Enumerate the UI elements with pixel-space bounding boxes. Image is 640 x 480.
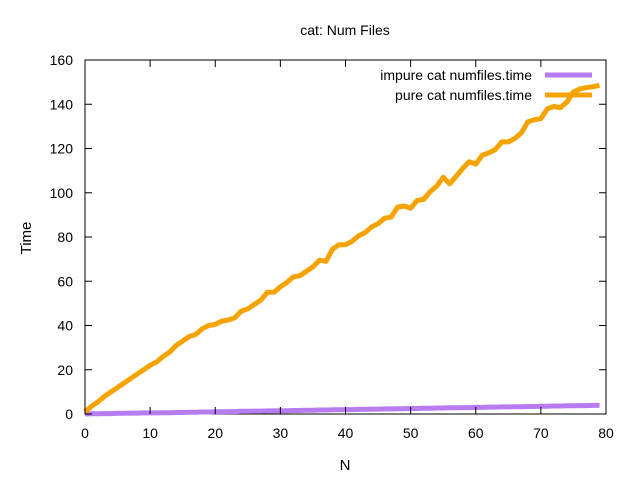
y-tick-label: 60: [57, 273, 73, 289]
y-tick-label: 40: [57, 318, 73, 334]
y-tick-label: 100: [50, 185, 74, 201]
axes-layer: 0 10 20 30 40 50 60 70 80 0 20 40 60 80 100 120 140 160: [50, 52, 614, 441]
x-tick-label: 70: [533, 425, 549, 441]
legend: impure cat numfiles.time pure cat numfile…: [380, 67, 592, 103]
series-line: [83, 82, 600, 414]
legend-entry: pure cat numfiles.time: [395, 87, 592, 103]
y-tick-label: 20: [57, 362, 73, 378]
x-tick-label: 20: [207, 425, 223, 441]
y-tick-label: 160: [50, 52, 74, 68]
x-tick-label: 80: [598, 425, 614, 441]
x-axis-label: N: [340, 457, 351, 474]
legend-entry: impure cat numfiles.time: [380, 67, 592, 83]
y-tick-label: 0: [65, 406, 73, 422]
legend-label: pure cat numfiles.time: [395, 87, 532, 103]
series-2: [83, 82, 600, 414]
x-tick-label: 30: [273, 425, 289, 441]
y-axis-label: Time: [18, 222, 35, 255]
x-tick-label: 50: [403, 425, 419, 441]
y-tick-label: 120: [50, 141, 74, 157]
series-layer: [83, 82, 600, 417]
x-tick-label: 40: [338, 425, 354, 441]
series-line: [84, 402, 600, 417]
chart-title: cat: Num Files: [300, 22, 389, 38]
series-1: [84, 402, 600, 417]
x-tick-label: 60: [468, 425, 484, 441]
y-tick-label: 80: [57, 229, 73, 245]
legend-label: impure cat numfiles.time: [380, 67, 532, 83]
x-tick-label: 0: [81, 425, 89, 441]
y-tick-label: 140: [50, 96, 74, 112]
x-tick-label: 10: [142, 425, 158, 441]
plot-frame: [84, 59, 607, 415]
plot-area: [84, 59, 607, 415]
